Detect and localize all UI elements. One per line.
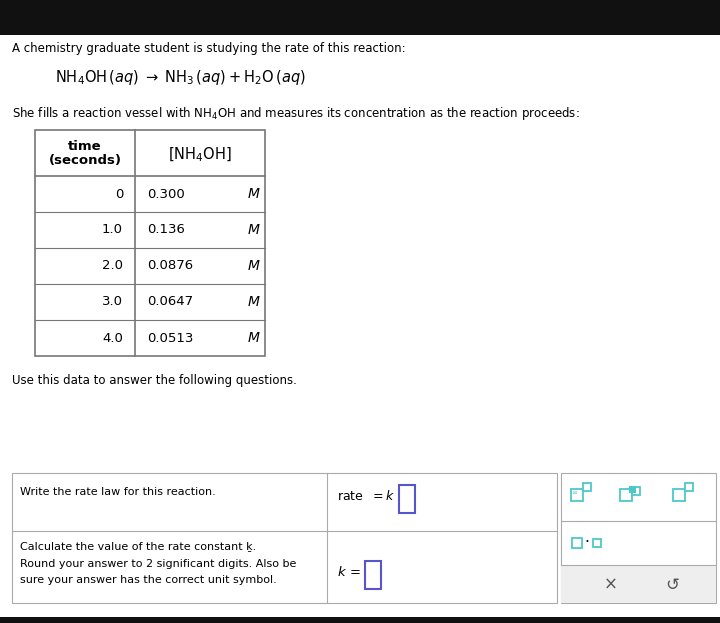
- Text: sure your answer has the correct unit symbol.: sure your answer has the correct unit sy…: [20, 575, 276, 585]
- Bar: [632, 487, 640, 495]
- FancyBboxPatch shape: [0, 617, 720, 623]
- Bar: [629, 486, 636, 493]
- Text: time: time: [68, 140, 102, 153]
- FancyBboxPatch shape: [0, 0, 720, 35]
- Text: rate  $= k$: rate $= k$: [337, 489, 395, 503]
- Bar: [35, 130, 265, 356]
- Text: ↺: ↺: [666, 576, 680, 594]
- Bar: [620, 489, 632, 501]
- Text: A chemistry graduate student is studying the rate of this reaction:: A chemistry graduate student is studying…: [12, 42, 405, 55]
- Text: $\left[\mathrm{NH_4OH}\right]$: $\left[\mathrm{NH_4OH}\right]$: [168, 146, 232, 164]
- Text: $\mathit{M}$: $\mathit{M}$: [247, 223, 261, 237]
- Bar: [672, 489, 685, 501]
- Text: ×: ×: [603, 576, 618, 594]
- Text: She fills a reaction vessel with $\mathrm{NH_4OH}$ and measures its concentratio: She fills a reaction vessel with $\mathr…: [12, 105, 580, 122]
- Text: Calculate the value of the rate constant ḵ.: Calculate the value of the rate constant…: [20, 541, 256, 551]
- Text: 1.0: 1.0: [102, 224, 123, 237]
- Text: 0.0513: 0.0513: [147, 331, 194, 345]
- Bar: [593, 539, 601, 547]
- Text: 0.0876: 0.0876: [147, 260, 193, 272]
- Text: 0.300: 0.300: [147, 188, 185, 201]
- Bar: [561, 473, 716, 603]
- Text: 0: 0: [114, 188, 123, 201]
- Text: Write the rate law for this reaction.: Write the rate law for this reaction.: [20, 487, 216, 497]
- Bar: [12, 473, 557, 603]
- Text: Use this data to answer the following questions.: Use this data to answer the following qu…: [12, 374, 297, 387]
- Text: $\mathit{M}$: $\mathit{M}$: [247, 295, 261, 309]
- Bar: [365, 561, 381, 589]
- Text: ·: ·: [585, 536, 590, 551]
- Text: $\mathit{M}$: $\mathit{M}$: [247, 259, 261, 273]
- Text: 2.0: 2.0: [102, 260, 123, 272]
- Text: Round your answer to 2 significant digits. Also be: Round your answer to 2 significant digit…: [20, 559, 297, 569]
- Bar: [685, 483, 693, 491]
- Text: $\mathrm{NH_4OH\,}(aq)\;\rightarrow\;\mathrm{NH_3\,}(aq)+\mathrm{H_2O\,}(aq)$: $\mathrm{NH_4OH\,}(aq)\;\rightarrow\;\ma…: [55, 68, 306, 87]
- Bar: [561, 565, 716, 603]
- Bar: [571, 489, 583, 501]
- Text: 4.0: 4.0: [102, 331, 123, 345]
- Text: $\mathit{M}$: $\mathit{M}$: [247, 187, 261, 201]
- Text: $\mathit{M}$: $\mathit{M}$: [247, 331, 261, 345]
- Text: ∞: ∞: [571, 490, 577, 496]
- Text: 3.0: 3.0: [102, 295, 123, 308]
- Bar: [583, 483, 591, 491]
- Text: $k\,=$: $k\,=$: [337, 565, 361, 579]
- Text: 0.0647: 0.0647: [147, 295, 193, 308]
- Bar: [399, 485, 415, 513]
- Text: (seconds): (seconds): [48, 154, 122, 167]
- Bar: [572, 538, 582, 548]
- Text: 0.136: 0.136: [147, 224, 185, 237]
